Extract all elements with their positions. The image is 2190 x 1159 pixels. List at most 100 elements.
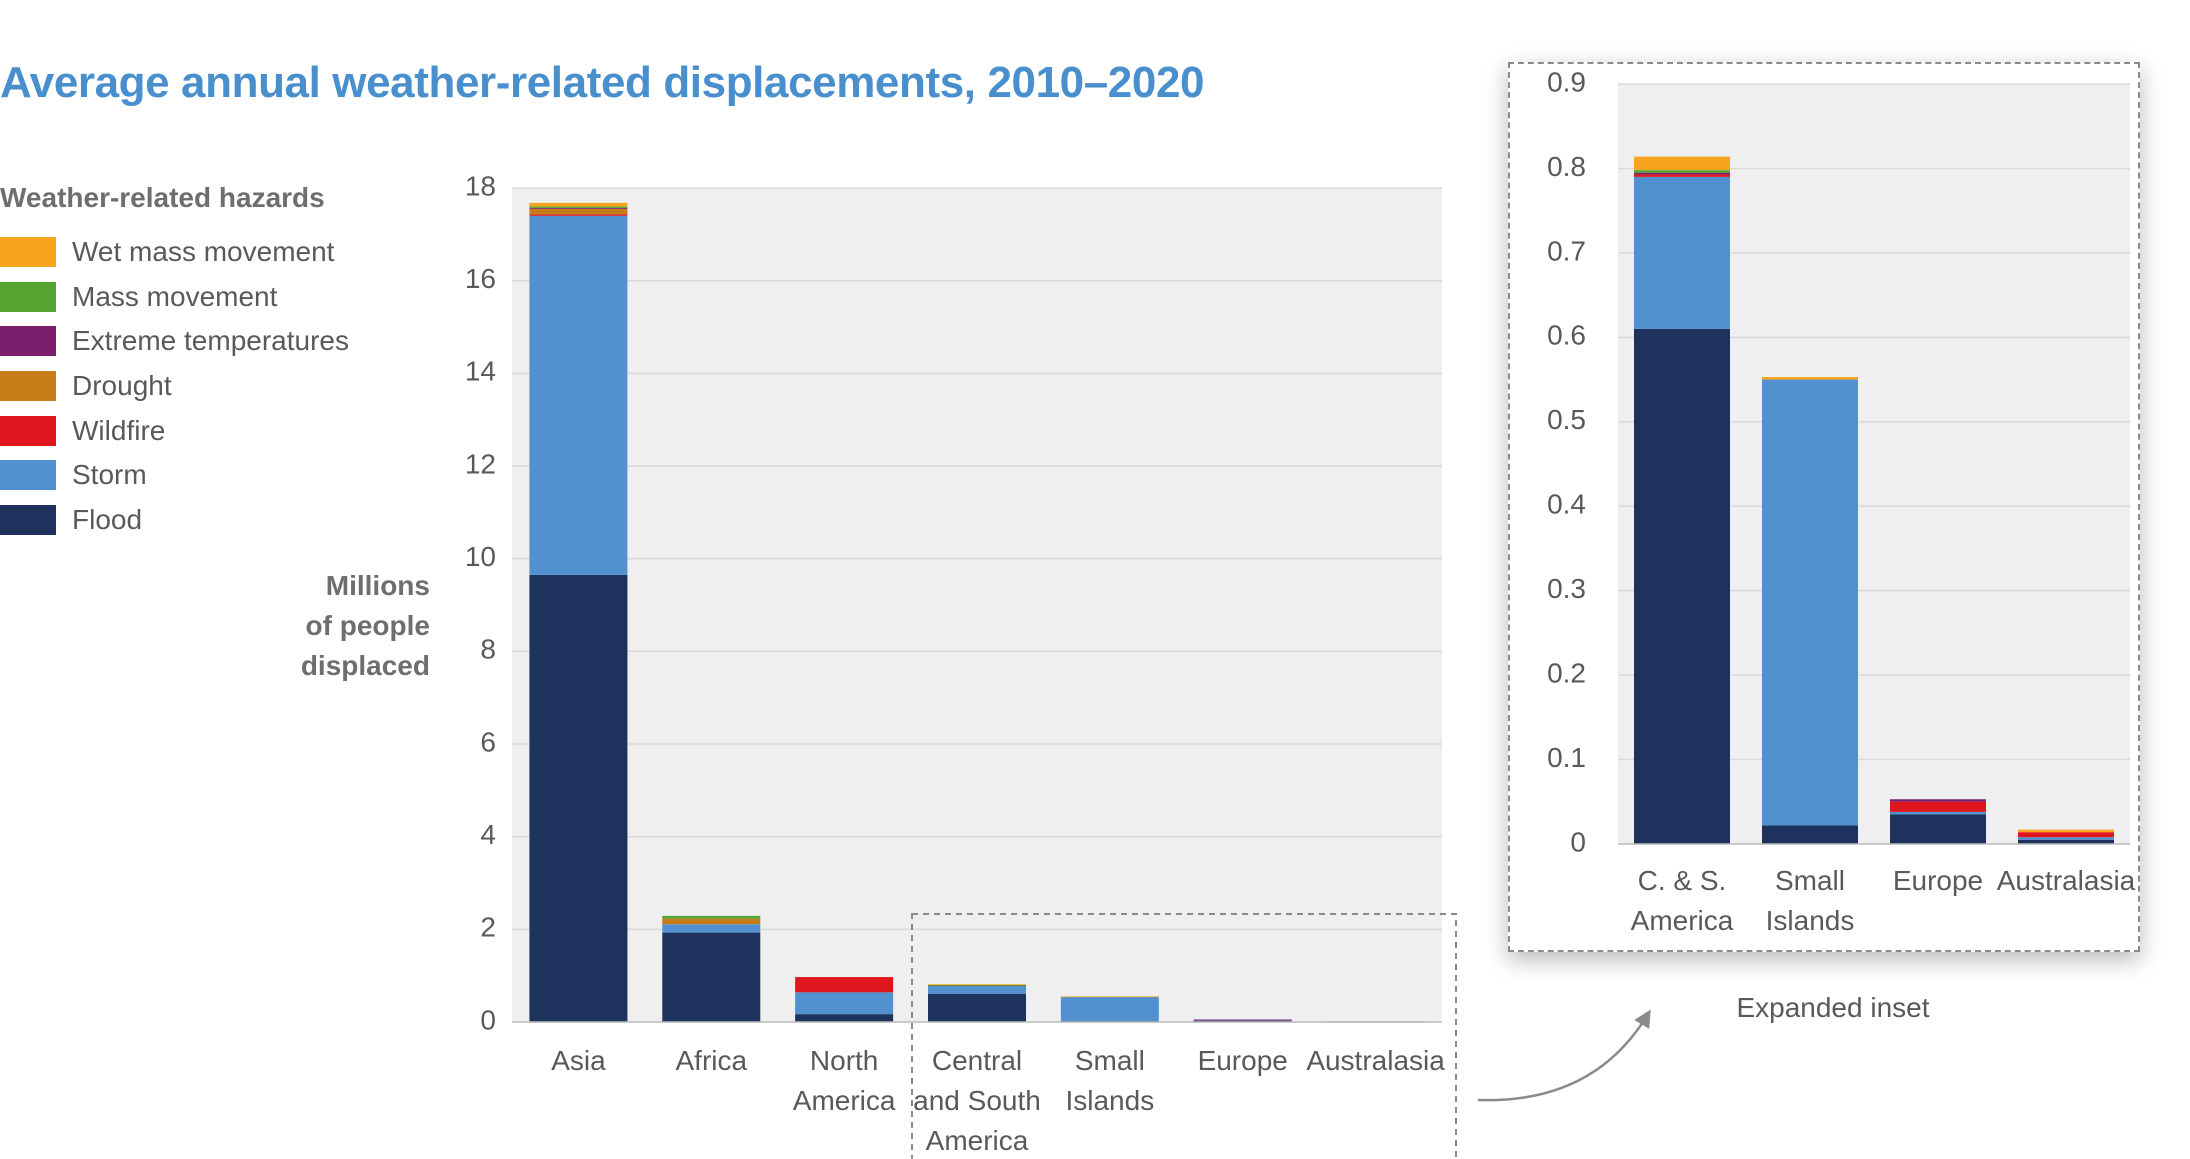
bar-segment xyxy=(1193,1020,1292,1022)
x-tick-label-line: North xyxy=(810,1045,878,1076)
x-tick-label-line: America xyxy=(926,1125,1029,1156)
x-tick-label: Small Islands xyxy=(1766,865,1855,936)
bar-segment xyxy=(928,984,1026,986)
bar-segment xyxy=(529,574,628,1022)
bar-segment xyxy=(2018,829,2114,833)
bar-segment xyxy=(662,918,761,925)
y-axis-label-line: Millions xyxy=(325,570,430,601)
x-tick-label-line: Islands xyxy=(1766,905,1855,936)
bar-segment xyxy=(795,992,894,1015)
x-tick-label: Central and South America xyxy=(913,1045,1041,1156)
bar-segment xyxy=(1890,814,1986,844)
y-tick-label: 0.3 xyxy=(1547,573,1586,604)
x-tick-label-line: Asia xyxy=(551,1045,606,1076)
legend-swatch xyxy=(0,371,56,402)
y-tick-label: 0.6 xyxy=(1547,320,1586,351)
legend-item-storm: Storm xyxy=(0,453,349,498)
bar-segment xyxy=(529,208,628,215)
bar-segment xyxy=(1634,174,1730,177)
legend-label: Mass movement xyxy=(72,280,278,312)
legend-swatch xyxy=(0,281,56,312)
bar-segment xyxy=(1193,1020,1292,1022)
y-tick-label: 0.5 xyxy=(1547,404,1586,435)
bar-segment xyxy=(1060,996,1159,998)
x-tick-label-line: Small xyxy=(1775,865,1845,896)
x-tick-label: Europe xyxy=(1198,1045,1288,1076)
plot-area xyxy=(512,188,1442,1022)
x-tick-label-line: America xyxy=(793,1085,896,1116)
y-tick-label: 0 xyxy=(1570,826,1586,857)
bar-segment xyxy=(662,915,761,919)
bar-segment xyxy=(1890,799,1986,802)
legend-label: Extreme temperatures xyxy=(72,325,349,357)
x-tick-label: C. & S. America xyxy=(1631,865,1734,936)
legend-item-flood: Flood xyxy=(0,498,349,543)
x-tick-label: Australasia xyxy=(1997,865,2136,896)
legend: Weather-related hazards Wet mass movemen… xyxy=(0,182,349,542)
bar-segment xyxy=(928,985,1026,986)
legend-swatch xyxy=(0,460,56,491)
bar-segment xyxy=(529,215,628,575)
y-tick-label: 4 xyxy=(480,819,496,850)
bar-segment xyxy=(1060,996,1159,1022)
bar-segment xyxy=(529,202,628,207)
bar-segment xyxy=(529,206,628,208)
y-tick-label: 0 xyxy=(480,1004,496,1035)
x-tick-label-line: Africa xyxy=(675,1045,747,1076)
callout-arrow xyxy=(1477,1009,1651,1102)
y-axis-label-line: of people xyxy=(305,610,430,641)
x-tick-label-line: and South xyxy=(913,1085,1041,1116)
x-tick-label-line: Australasia xyxy=(1997,865,2136,896)
y-tick-label: 14 xyxy=(465,356,496,387)
x-tick-label: Africa xyxy=(675,1045,747,1076)
bar-segment xyxy=(1762,377,1858,380)
inset-selection-frame xyxy=(911,913,1457,1159)
legend-item-mass-movement: Mass movement xyxy=(0,275,349,320)
bar-segment xyxy=(1634,176,1730,329)
legend-label: Wildfire xyxy=(72,414,166,446)
x-tick-label-line: Islands xyxy=(1065,1085,1154,1116)
y-tick-label: 0.4 xyxy=(1547,489,1586,520)
bar-segment xyxy=(1762,379,1858,826)
x-tick-label: Asia xyxy=(551,1045,606,1076)
y-tick-label: 18 xyxy=(465,170,496,201)
y-tick-label: 0.8 xyxy=(1547,151,1586,182)
y-tick-label: 0.7 xyxy=(1547,235,1586,266)
bar-segment xyxy=(1762,825,1858,844)
legend-swatch xyxy=(0,504,56,535)
bar-segment xyxy=(1890,811,1986,815)
x-tick-label: Small Islands xyxy=(1065,1045,1154,1116)
bar-segment xyxy=(928,985,1026,994)
inset-chart: 0 0.1 0.2 0.3 0.4 0.5 0.6 0.7 0.8 0.9 C. & S. Ameri… xyxy=(1547,66,2136,936)
y-tick-label: 12 xyxy=(465,448,496,479)
bar-segment xyxy=(1890,801,1986,812)
bar-segment xyxy=(1634,172,1730,175)
legend-item-extreme-temperatures: Extreme temperatures xyxy=(0,319,349,364)
legend-swatch xyxy=(0,237,56,268)
chart-title: Average annual weather-related displacem… xyxy=(0,58,1205,107)
x-tick-label: North America xyxy=(793,1045,896,1116)
bar-segment xyxy=(2018,832,2114,838)
bar-segment xyxy=(2018,837,2114,840)
bar-segment xyxy=(529,207,628,209)
x-tick-label-line: Small xyxy=(1075,1045,1145,1076)
legend-swatch xyxy=(0,326,56,357)
y-tick-label: 2 xyxy=(480,912,496,943)
bar-segment xyxy=(928,993,1026,1022)
y-tick-label: 0.9 xyxy=(1547,66,1586,97)
bar-segment xyxy=(1193,1019,1292,1021)
legend-item-wet-mass-movement: Wet mass movement xyxy=(0,230,349,275)
bar-segment xyxy=(662,924,761,933)
legend-swatch xyxy=(0,415,56,446)
x-tick-label-line: Europe xyxy=(1893,865,1983,896)
bar-segment xyxy=(529,214,628,216)
y-tick-label: 0.1 xyxy=(1547,742,1586,773)
bar-segment xyxy=(662,932,761,1022)
y-tick-label: 0.2 xyxy=(1547,658,1586,689)
legend-label: Wet mass movement xyxy=(72,236,335,268)
legend-item-drought: Drought xyxy=(0,364,349,409)
bar-segment xyxy=(1634,170,1730,173)
x-tick-label-line: America xyxy=(1631,905,1734,936)
x-tick-label: Australasia xyxy=(1306,1045,1445,1076)
